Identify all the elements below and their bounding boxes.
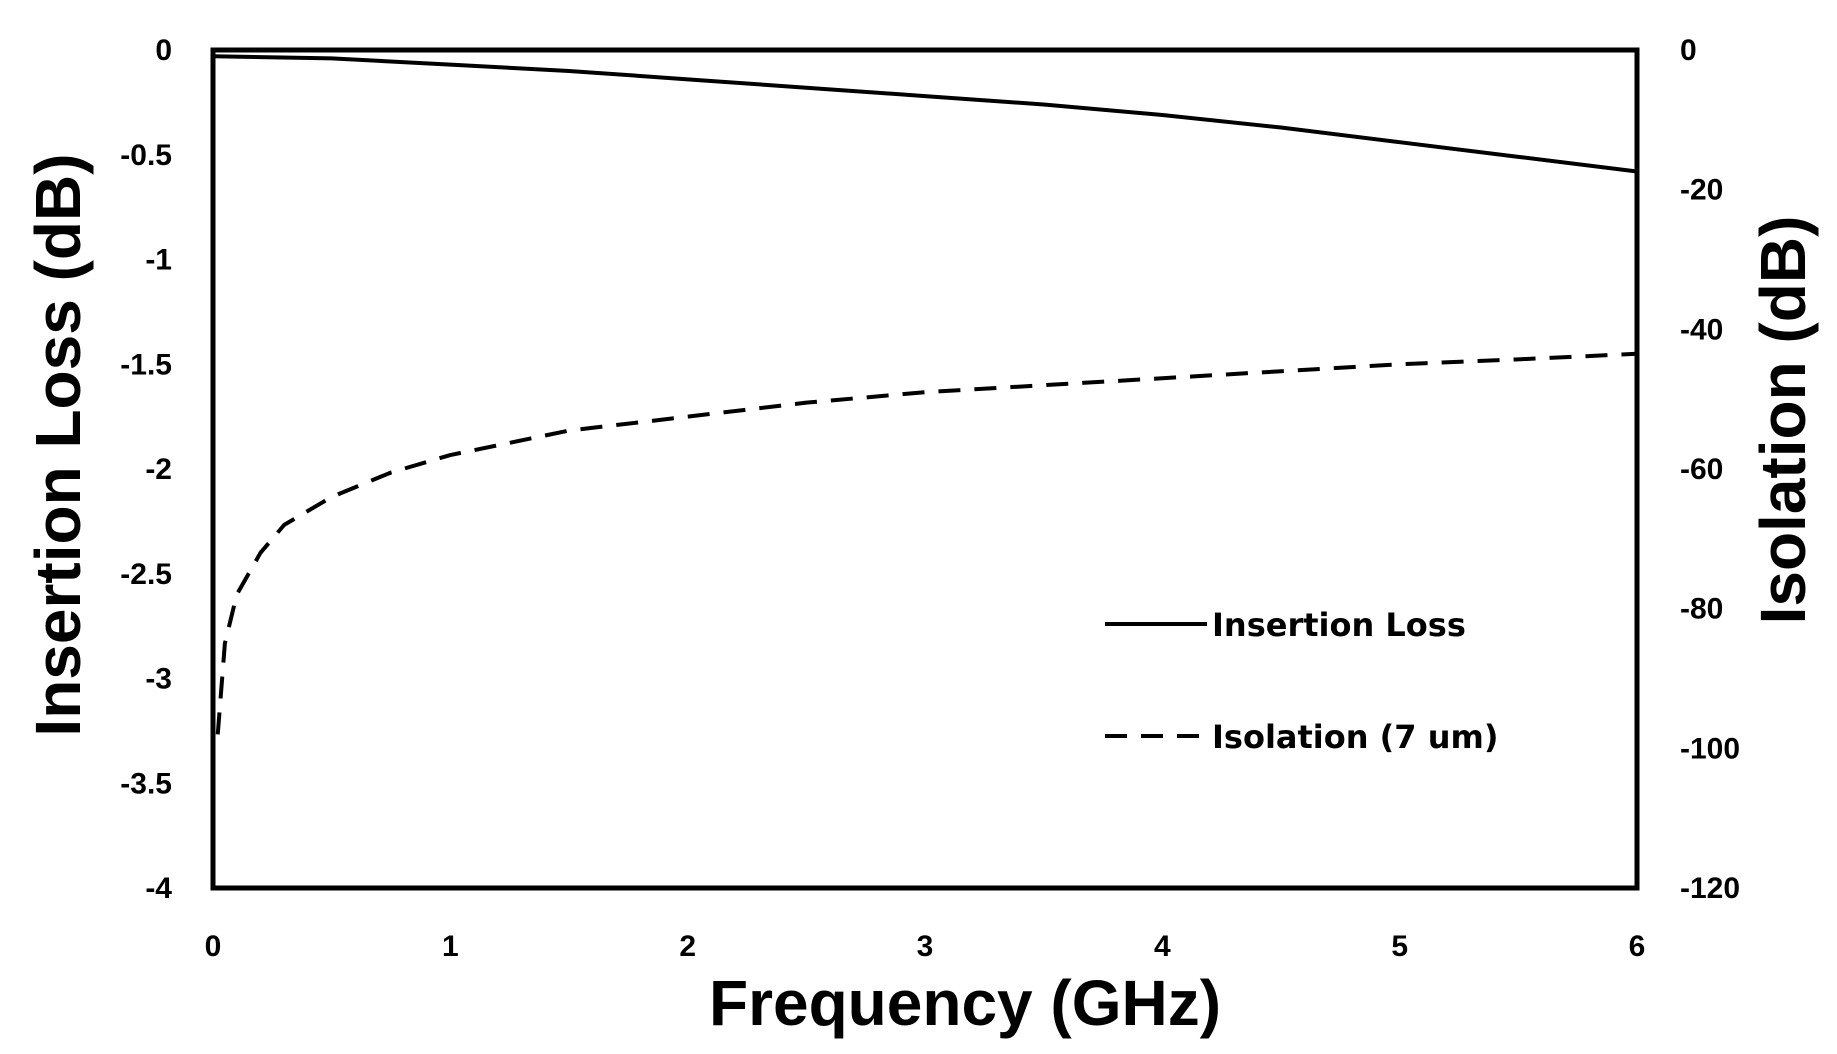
series-layer [212, 54, 1638, 735]
plot-area-frame [210, 47, 1640, 891]
y2-tick-label: 0 [1680, 34, 1697, 67]
y2-tick-label: -40 [1680, 313, 1723, 346]
y2-tick-label: -80 [1680, 593, 1723, 626]
y2-tick-label: -100 [1680, 732, 1740, 765]
x-axis-title: Frequency (GHz) [709, 967, 1221, 1039]
x-tick-label: 5 [1391, 930, 1408, 963]
y-tick-label: -3 [145, 663, 172, 696]
x-tick-labels: 0 1 2 3 4 5 6 [205, 930, 1646, 963]
y-tick-label: -0.5 [120, 139, 172, 172]
y2-tick-label: -120 [1680, 872, 1740, 905]
y2-tick-label: -60 [1680, 453, 1723, 486]
x-tick-label: 2 [679, 930, 696, 963]
y2-tick-label: -20 [1680, 174, 1723, 207]
x-tick-label: 3 [917, 930, 934, 963]
x-tick-label: 6 [1629, 930, 1646, 963]
y-tick-labels: 0 -0.5 -1 -1.5 -2 -2.5 -3 -3.5 -4 [120, 34, 172, 905]
x-tick-label: 4 [1154, 930, 1171, 963]
y2-tick-labels: 0 -20 -40 -60 -80 -100 -120 [1680, 34, 1740, 905]
y-tick-label: -1 [145, 244, 172, 277]
x-tick-label: 1 [442, 930, 459, 963]
legend-label-insertion-loss: Insertion Loss [1212, 606, 1466, 644]
y-tick-label: -4 [145, 872, 172, 905]
x-tick-label: 0 [205, 930, 222, 963]
y-axis-title: Insertion Loss (dB) [22, 153, 94, 736]
series-line-isolation-7-um [215, 351, 1638, 735]
y-tick-label: -2 [145, 453, 172, 486]
y2-axis-title: Isolation (dB) [1747, 216, 1819, 625]
y-tick-label: -3.5 [120, 767, 172, 800]
y-tick-label: -1.5 [120, 348, 172, 381]
y-tick-label: -2.5 [120, 558, 172, 591]
y-tick-label: 0 [155, 34, 172, 67]
series-line-insertion-loss [212, 54, 1638, 174]
legend-label-isolation: Isolation (7 um) [1212, 718, 1498, 756]
legend: Insertion Loss Isolation (7 um) [1105, 606, 1498, 756]
